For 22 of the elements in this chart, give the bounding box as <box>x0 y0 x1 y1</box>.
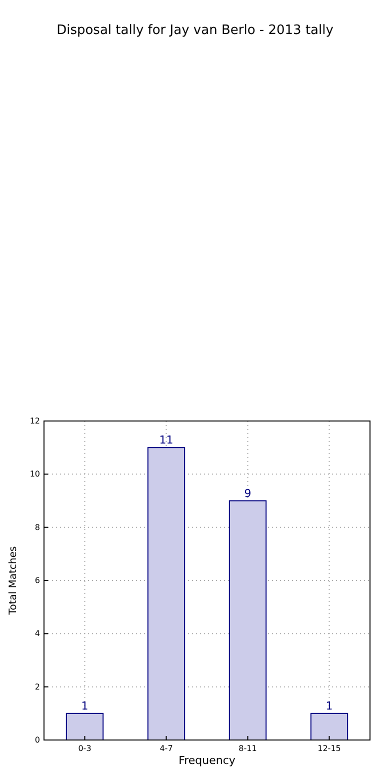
bar <box>147 447 186 740</box>
y-tick-label: 2 <box>34 682 40 692</box>
x-tick-label: 4-7 <box>160 744 173 753</box>
data-label: 9 <box>244 486 252 500</box>
bar <box>310 712 348 740</box>
data-label: 11 <box>159 434 174 447</box>
y-tick-label: 8 <box>34 522 40 532</box>
bar <box>66 712 104 740</box>
y-tick-label: 12 <box>30 416 40 426</box>
bar <box>228 500 267 740</box>
x-axis-title: Frequency <box>178 754 236 767</box>
data-label: 1 <box>326 699 333 712</box>
data-label: 1 <box>81 699 88 712</box>
x-tick-label: 12-15 <box>318 744 341 753</box>
y-axis-title: Total Matches <box>8 546 19 616</box>
y-tick-label: 4 <box>34 629 40 638</box>
y-tick-label: 0 <box>34 736 40 745</box>
x-tick-label: 8-11 <box>238 744 257 753</box>
chart-title: Disposal tally for Jay van Berlo - 2013 tally <box>56 23 334 38</box>
y-tick-label: 10 <box>30 470 40 479</box>
x-tick-label: 0-3 <box>78 744 92 753</box>
y-tick-label: 6 <box>34 576 40 586</box>
